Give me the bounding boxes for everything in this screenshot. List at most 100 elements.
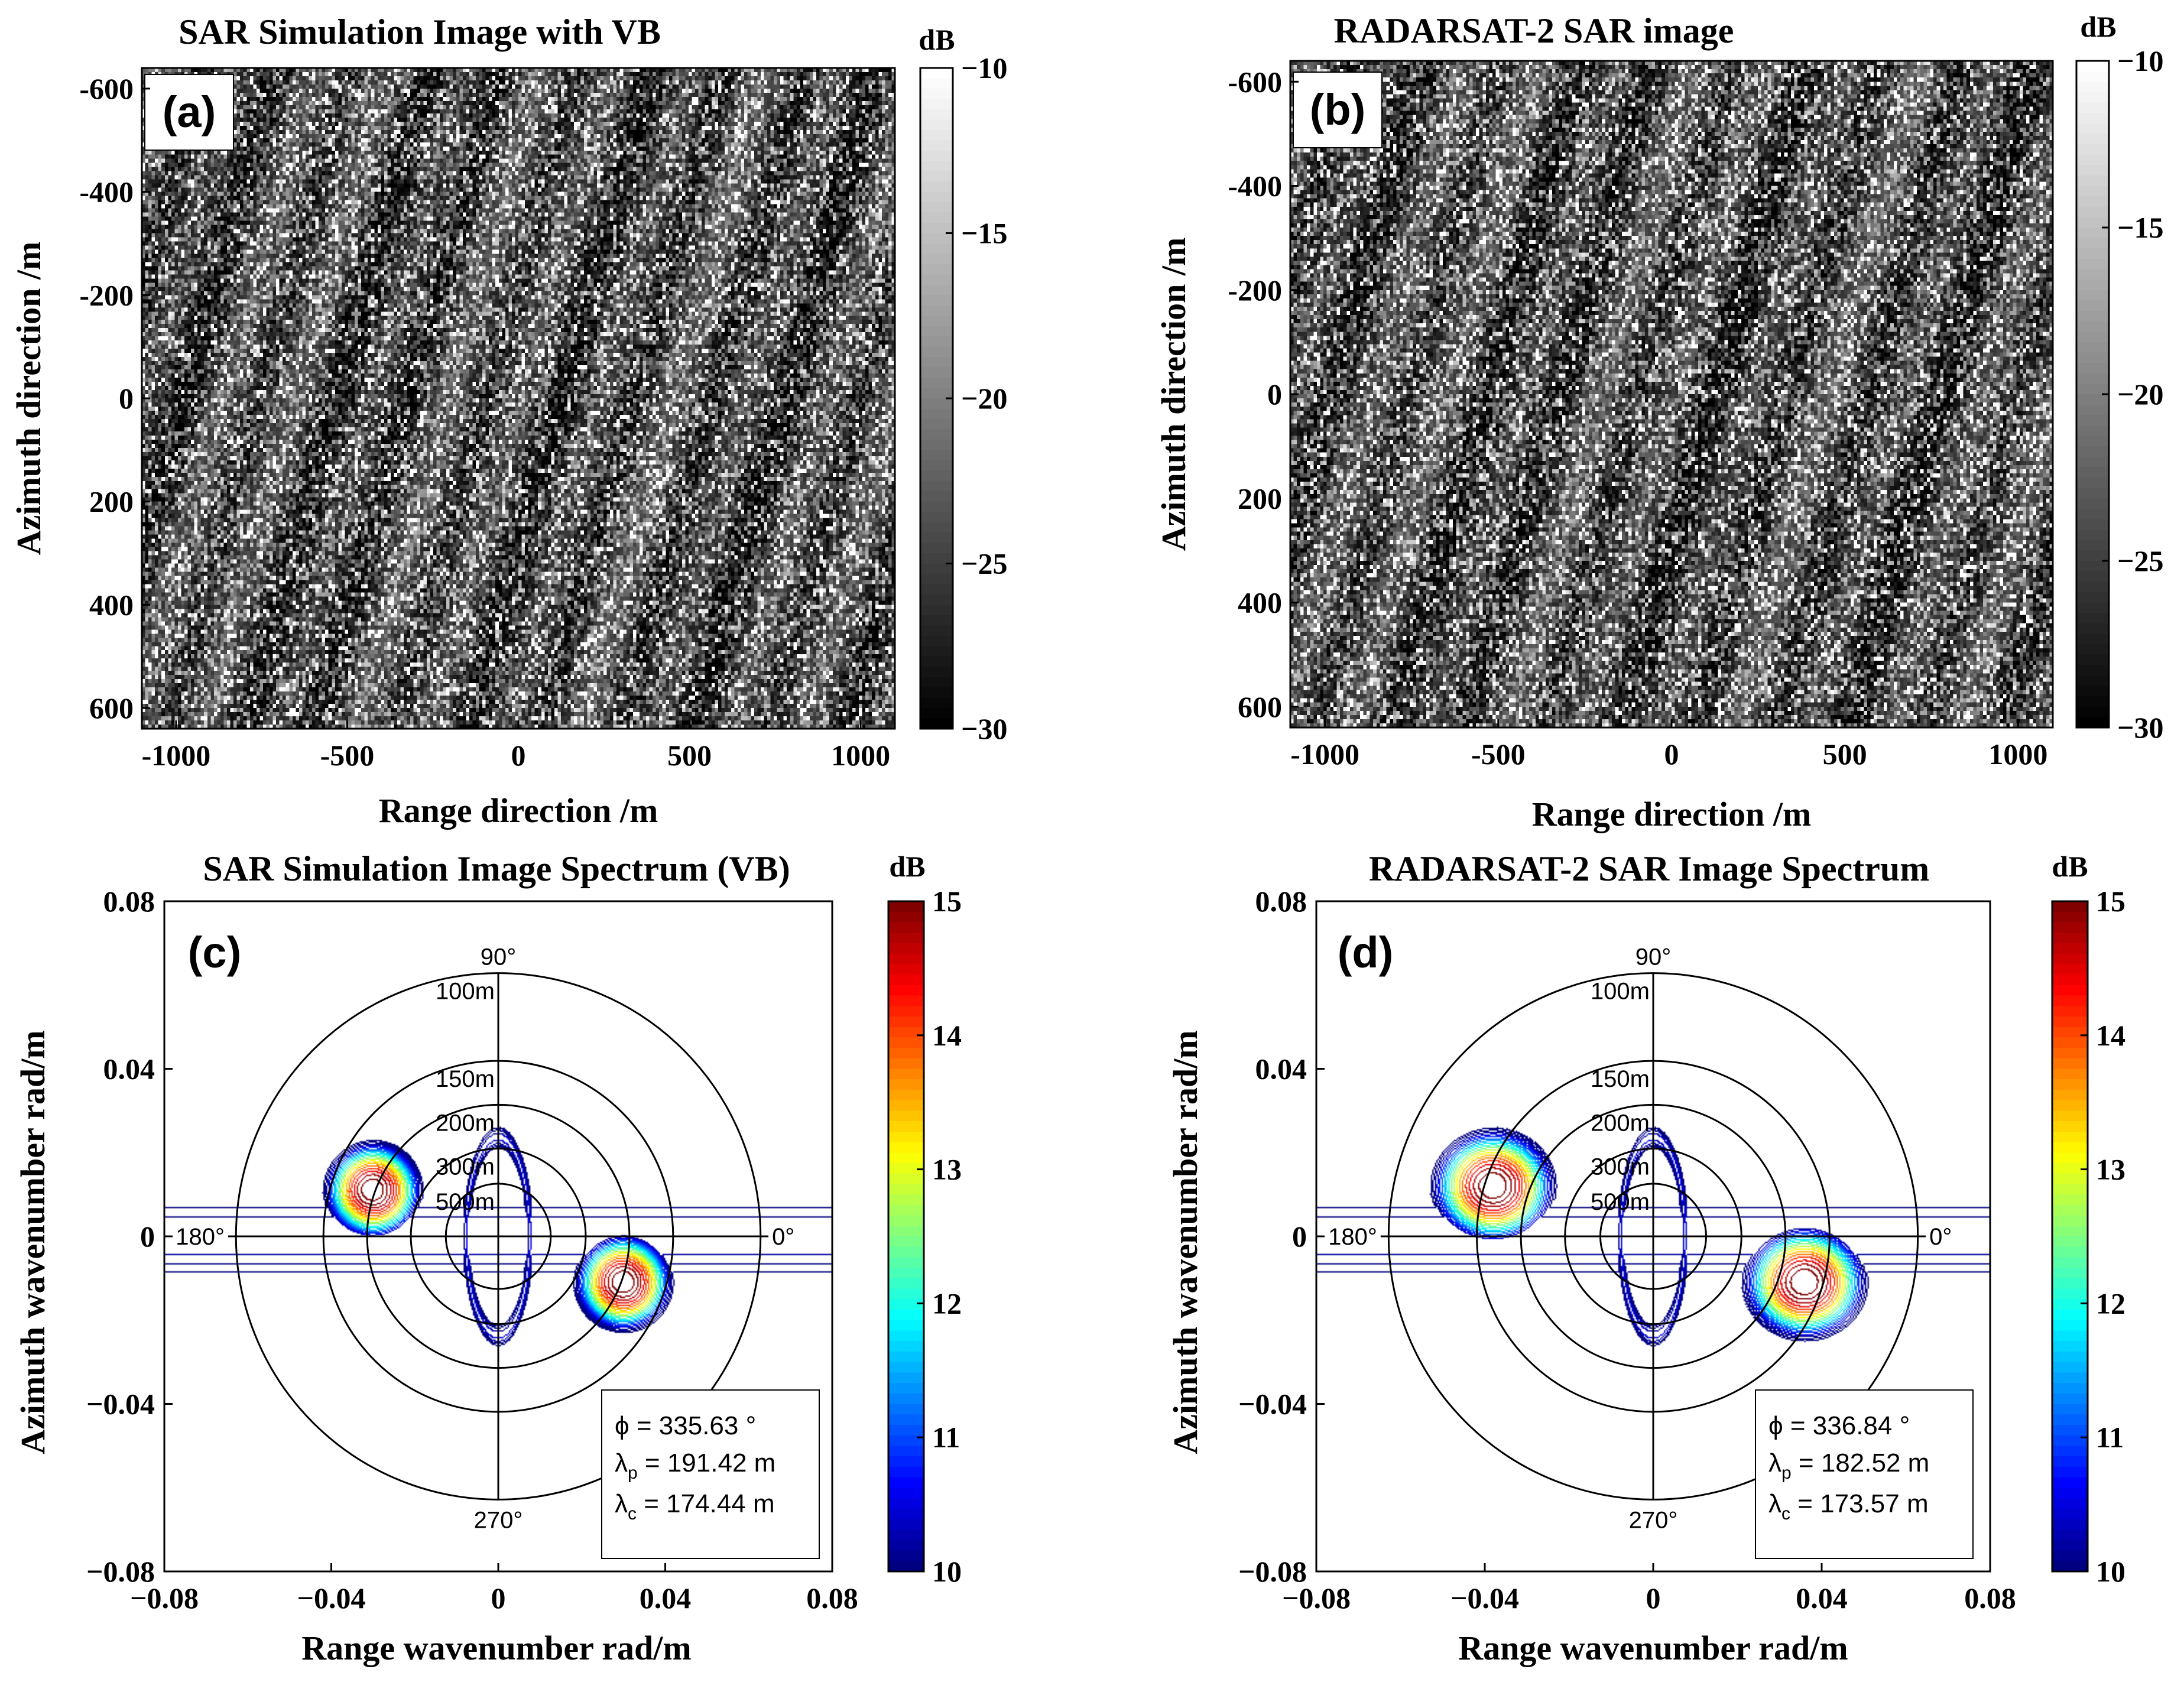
colorbar-swatch	[2076, 456, 2109, 468]
polar-angle-label: 90°	[481, 944, 517, 970]
polar-circle-label: 100m	[436, 979, 495, 1005]
polar-circle-label: 150m	[436, 1066, 495, 1092]
colorbar-swatch	[2076, 582, 2109, 593]
colorbar-swatch	[2076, 675, 2109, 687]
panel-c-info-box: ϕ = 335.63 ° λp = 191.42 m λc = 174.44 m	[601, 1389, 820, 1559]
colorbar-swatch	[2052, 1226, 2088, 1237]
x-tick-label: −0.08	[130, 1581, 199, 1615]
colorbar-swatch	[920, 99, 953, 110]
y-tick-label: 0	[1267, 378, 1282, 411]
colorbar-swatch	[920, 635, 953, 647]
colorbar-swatch	[2052, 1131, 2088, 1143]
colorbar-swatch	[920, 346, 953, 358]
colorbar-swatch	[2076, 592, 2109, 603]
colorbar-frame	[887, 900, 925, 1573]
colorbar-swatch	[2052, 1351, 2088, 1363]
colorbar-swatch	[2052, 953, 2088, 965]
colorbar-swatch	[2052, 1383, 2088, 1394]
colorbar-swatch	[920, 573, 953, 585]
colorbar-swatch	[2076, 82, 2109, 93]
panel-a-label: (a)	[163, 87, 216, 137]
colorbar-swatch	[920, 274, 953, 285]
colorbar-tick-label: 14	[2096, 1019, 2125, 1052]
x-tick-label: 0	[1646, 1581, 1661, 1615]
panel-c-label: (c)	[188, 928, 241, 977]
colorbar-swatch	[920, 316, 953, 327]
panel-a-xlabel: Range direction /m	[379, 791, 658, 830]
colorbar-swatch	[2052, 1048, 2088, 1059]
polar-circle-label: 500m	[436, 1189, 495, 1215]
colorbar-swatch	[888, 1414, 924, 1425]
colorbar-swatch	[888, 1330, 924, 1342]
colorbar-swatch	[920, 563, 953, 574]
colorbar-swatch	[888, 1310, 924, 1321]
colorbar-swatch	[920, 254, 953, 265]
colorbar-swatch	[920, 378, 953, 389]
colorbar-swatch	[2052, 1330, 2088, 1342]
colorbar-swatch	[920, 398, 953, 410]
colorbar-swatch	[2076, 602, 2109, 614]
colorbar-swatch	[2052, 1006, 2088, 1017]
colorbar-swatch	[888, 1529, 924, 1541]
colorbar-tick-label: 12	[932, 1287, 962, 1320]
y-tick-label: -400	[79, 176, 134, 209]
colorbar-swatch	[888, 1194, 924, 1206]
colorbar-swatch	[2076, 686, 2109, 697]
colorbar-swatch	[2052, 975, 2088, 986]
colorbar-swatch	[888, 1215, 924, 1227]
colorbar-swatch	[888, 1204, 924, 1216]
panel-d-label: (d)	[1338, 928, 1394, 977]
polar-circle-label: 200m	[1591, 1110, 1650, 1136]
colorbar-swatch	[920, 88, 953, 100]
y-tick-label: −0.08	[1238, 1555, 1307, 1588]
colorbar-tick-label: 12	[2096, 1287, 2125, 1320]
colorbar-swatch	[888, 1278, 924, 1290]
colorbar-swatch	[2076, 634, 2109, 645]
colorbar-tick-label: 14	[932, 1019, 962, 1052]
colorbar-tick-label: 11	[2096, 1421, 2124, 1454]
colorbar-swatch	[888, 1226, 924, 1237]
colorbar-swatch	[2076, 290, 2109, 301]
colorbar-swatch	[920, 233, 953, 244]
x-tick-label: 1000	[1988, 738, 2047, 771]
colorbar-swatch	[920, 480, 953, 492]
colorbar-tick-label: 15	[2096, 885, 2125, 918]
panel-d-phi: ϕ = 336.84 °	[1768, 1411, 1910, 1440]
colorbar-swatch	[2052, 911, 2088, 923]
colorbar-swatch	[888, 975, 924, 986]
x-tick-label: -1000	[1290, 738, 1359, 771]
colorbar-swatch	[2052, 1561, 2088, 1572]
panel-d-y-ticks: 0.08 0.04 0 −0.04 −0.08	[1238, 885, 1325, 1588]
colorbar-swatch	[888, 1393, 924, 1405]
panel-d-x-ticks: −0.08 −0.04 0 0.04 0.08	[1282, 1563, 2016, 1615]
colorbar-swatch	[2052, 1404, 2088, 1415]
colorbar-tick-label: −20	[961, 382, 1008, 415]
colorbar-swatch	[920, 264, 953, 275]
colorbar-swatch	[920, 408, 953, 420]
colorbar-swatch	[2052, 1194, 2088, 1206]
colorbar-swatch	[2052, 1446, 2088, 1457]
colorbar-swatch	[2052, 1184, 2088, 1196]
polar-angle-label: 0°	[1929, 1224, 1952, 1250]
colorbar-swatch	[2052, 1162, 2088, 1174]
y-tick-label: 400	[1238, 586, 1282, 619]
colorbar-swatch	[920, 68, 953, 79]
colorbar-swatch	[2076, 123, 2109, 135]
colorbar-tick-label: 13	[932, 1153, 962, 1186]
colorbar-swatch	[2076, 478, 2109, 489]
y-tick-label: −0.04	[86, 1388, 155, 1421]
colorbar-swatch	[2052, 1079, 2088, 1090]
colorbar-swatch	[888, 1372, 924, 1384]
colorbar-swatch	[888, 1089, 924, 1101]
x-tick-label: 500	[1823, 738, 1867, 771]
colorbar-swatch	[2076, 332, 2109, 343]
colorbar-swatch	[2076, 571, 2109, 583]
colorbar-swatch	[920, 501, 953, 513]
colorbar-swatch	[2076, 696, 2109, 707]
colorbar-swatch	[2052, 1529, 2088, 1541]
panel-a-title: SAR Simulation Image with VB	[179, 12, 661, 51]
colorbar-swatch	[920, 418, 953, 430]
colorbar-swatch	[920, 460, 953, 472]
colorbar-swatch	[2076, 311, 2109, 322]
colorbar-swatch	[888, 901, 924, 912]
